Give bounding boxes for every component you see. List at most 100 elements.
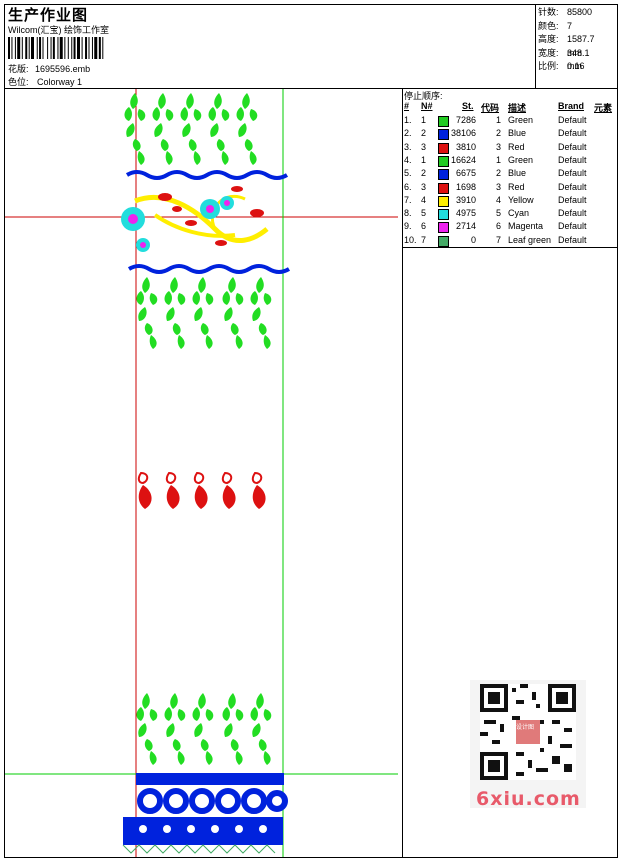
col-brand-header: Brand — [558, 101, 585, 111]
design-divider — [402, 88, 403, 858]
row-index: 9. — [404, 221, 412, 232]
row-brand: Default — [558, 194, 587, 205]
row-stitches: 6675 — [455, 168, 476, 179]
row-needle: 1 — [421, 115, 427, 125]
colorway-label: 色位: — [8, 77, 29, 87]
row-brand: Default — [558, 115, 587, 125]
row-index: 1. — [404, 115, 412, 125]
col-needle-header: N# — [421, 101, 433, 111]
blue-wave-border-middle — [127, 264, 291, 274]
qr-watermark: 设计图 6xiu.com — [470, 680, 586, 810]
row-needle: 6 — [421, 221, 427, 232]
sheet-frame — [4, 4, 618, 858]
stat-width: 宽度: 348.1 mm — [538, 47, 590, 72]
row-index: 6. — [404, 181, 412, 192]
row-brand: Default — [558, 168, 587, 179]
color-swatch — [438, 169, 449, 181]
stat-label: 宽度: — [538, 47, 559, 58]
colorway-line: 色位: Colorway 1 — [8, 75, 82, 88]
file-name: 1695596.emb — [35, 64, 91, 74]
colorway-value: Colorway 1 — [37, 77, 83, 87]
row-brand: Default — [558, 154, 587, 165]
qr-code-icon — [480, 684, 576, 780]
row-code: 2 — [495, 128, 501, 139]
row-needle: 2 — [421, 128, 427, 139]
row-stitches: 3810 — [455, 141, 476, 152]
row-brand: Default — [558, 128, 587, 139]
red-sprig-row — [137, 472, 267, 510]
color-swatch — [438, 182, 449, 194]
row-brand: Default — [558, 181, 587, 192]
header-divider — [4, 88, 618, 89]
floral-band — [121, 186, 269, 252]
table-row: 8. 5 4975 5 Cyan Default — [404, 208, 618, 221]
row-index: 4. — [404, 154, 412, 165]
row-description: Leaf green — [508, 234, 552, 245]
row-brand: Default — [558, 141, 587, 152]
stat-scale: 比例: 0.16 — [538, 60, 585, 74]
row-description: Red — [508, 181, 525, 192]
row-description: Blue — [508, 128, 527, 139]
stats-divider — [535, 4, 536, 88]
page-title: 生产作业图 — [8, 7, 89, 24]
table-bottom-divider — [402, 247, 618, 248]
row-index: 8. — [404, 208, 412, 219]
row-description: Blue — [508, 168, 527, 179]
qr-badge: 设计图 — [516, 725, 535, 731]
barcode — [8, 37, 104, 59]
bottom-leaf-row — [136, 693, 272, 765]
table-row: 9. 6 2714 6 Magenta Default — [404, 221, 618, 234]
stat-label: 比例: — [538, 61, 559, 71]
row-description: Yellow — [508, 194, 534, 205]
row-code: 2 — [495, 168, 501, 179]
stat-stitches: 针数: 85800 — [538, 6, 592, 20]
row-code: 6 — [495, 221, 501, 232]
color-swatch — [438, 142, 449, 154]
row-code: 1 — [495, 115, 501, 125]
row-needle: 3 — [421, 141, 427, 152]
stat-value: 0.16 — [567, 61, 585, 71]
row-code: 4 — [495, 194, 501, 205]
table-row: 5. 2 6675 2 Blue Default — [404, 168, 618, 181]
color-swatch — [438, 209, 449, 221]
row-code: 5 — [495, 208, 501, 219]
stat-colors: 颜色: 7 — [538, 20, 572, 34]
row-index: 5. — [404, 168, 412, 179]
row-stitches: 2714 — [455, 221, 476, 232]
blue-lace-border — [122, 773, 288, 854]
file-line: 花版: 1695596.emb — [8, 62, 90, 75]
table-row: 6. 3 1698 3 Red Default — [404, 182, 618, 195]
stat-value: 348.1 mm — [567, 47, 590, 72]
row-needle: 5 — [421, 208, 427, 219]
color-swatch — [438, 195, 449, 207]
table-row: 1. 1 7286 1 Green Default — [404, 115, 618, 128]
row-needle: 3 — [421, 181, 427, 192]
stats-panel: 针数: 85800 颜色: 7 高度: 1587.7 mm 宽度: 348.1 mm 比… — [538, 6, 595, 74]
row-code: 1 — [495, 154, 501, 165]
row-index: 10. — [404, 234, 417, 245]
row-needle: 4 — [421, 194, 427, 205]
top-leaf-row — [124, 93, 258, 165]
color-swatch — [438, 222, 449, 234]
table-row: 10. 7 0 7 Leaf green Default — [404, 235, 618, 248]
row-stitches: 38106 — [450, 128, 476, 139]
row-description: Green — [508, 154, 534, 165]
col-desc-header: 描述 — [508, 103, 527, 113]
table-row: 3. 3 3810 3 Red Default — [404, 142, 618, 155]
row-code: 7 — [495, 234, 501, 245]
row-needle: 2 — [421, 168, 427, 179]
row-description: Magenta — [508, 221, 544, 232]
color-swatch — [438, 116, 449, 127]
row-code: 3 — [495, 141, 501, 152]
row-stitches: 4975 — [455, 208, 476, 219]
stop-sequence-title: 停止顺序: — [404, 91, 443, 101]
row-description: Cyan — [508, 208, 530, 219]
row-needle: 7 — [421, 234, 427, 245]
row-index: 2. — [404, 128, 412, 139]
col-stitches-header: St. — [462, 101, 474, 111]
file-label: 花版: — [8, 64, 29, 74]
blue-wave-border-top — [125, 170, 289, 180]
stat-height: 高度: 1587.7 mm — [538, 33, 595, 58]
company-name: Wilcom(汇宝) 绘饰工作室 — [8, 25, 109, 35]
row-brand: Default — [558, 208, 587, 219]
